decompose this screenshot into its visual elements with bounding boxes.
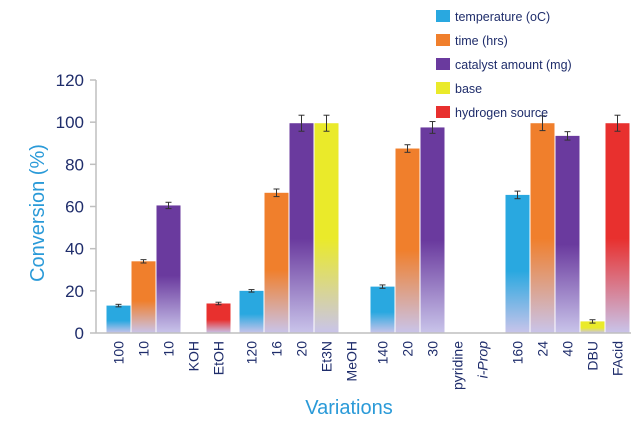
x-tick-label: 30 <box>425 341 441 357</box>
x-tick-label: 140 <box>375 341 391 365</box>
y-tick-label: 40 <box>65 240 84 259</box>
y-tick-label: 100 <box>56 113 84 132</box>
y-axis-title: Conversion (%) <box>27 144 49 282</box>
legend-swatch <box>436 34 450 46</box>
bar <box>156 205 181 333</box>
x-tick-label: DBU <box>585 341 601 371</box>
bar <box>370 286 395 333</box>
plot-area <box>106 114 630 334</box>
legend-label: catalyst amount (mg) <box>455 58 572 72</box>
x-tick-label: 24 <box>535 341 551 357</box>
y-tick-label: 0 <box>75 324 84 343</box>
legend-label: hydrogen source <box>455 106 548 120</box>
y-tick-label: 80 <box>65 155 84 174</box>
bar <box>605 123 630 334</box>
y-tick-label: 60 <box>65 198 84 217</box>
y-tick-label: 20 <box>65 282 84 301</box>
x-tick-label: i-Prop <box>475 341 491 379</box>
bar <box>106 305 131 333</box>
legend-label: time (hrs) <box>455 34 508 48</box>
x-tick-label: 10 <box>136 341 152 357</box>
x-tick-label: 100 <box>111 341 127 365</box>
legend-swatch <box>436 58 450 70</box>
x-tick-label: 20 <box>294 341 310 357</box>
legend-swatch <box>436 10 450 22</box>
x-tick-label: Et3N <box>319 341 335 372</box>
legend: temperature (oC) time (hrs) catalyst amoun… <box>436 10 572 120</box>
x-tick-label: FAcid <box>610 341 626 376</box>
legend-swatch <box>436 106 450 118</box>
bar <box>289 123 314 334</box>
bar <box>131 261 156 333</box>
bar <box>239 290 264 333</box>
bar <box>580 321 605 333</box>
x-tick-label: 160 <box>510 341 526 365</box>
x-tick-label: KOH <box>186 341 202 371</box>
bar <box>530 123 555 334</box>
x-tick-label: EtOH <box>211 341 227 375</box>
legend-swatch <box>436 82 450 94</box>
x-tick-label: 120 <box>244 341 260 365</box>
bar <box>264 192 289 333</box>
x-tick-label: 20 <box>400 341 416 357</box>
bar <box>505 194 530 333</box>
x-tick-label: MeOH <box>344 341 360 381</box>
x-axis-title: Variations <box>305 397 392 419</box>
x-tick-label: 16 <box>269 341 285 357</box>
y-axis: 0 20 40 60 80 100 120 <box>56 71 97 343</box>
y-tick-label: 120 <box>56 71 84 90</box>
bar <box>314 123 339 334</box>
legend-label: temperature (oC) <box>455 10 550 24</box>
legend-label: base <box>455 82 482 96</box>
bar <box>420 127 445 333</box>
x-axis: 100 10 10 KOH EtOH 120 16 20 Et3N MeOH 140 20 30 pyri… <box>96 332 631 390</box>
bar <box>395 148 420 333</box>
x-tick-label: 40 <box>560 341 576 357</box>
x-tick-label: 10 <box>161 341 177 357</box>
bar <box>555 135 580 333</box>
bar <box>206 303 231 333</box>
x-tick-label: pyridine <box>450 341 466 390</box>
